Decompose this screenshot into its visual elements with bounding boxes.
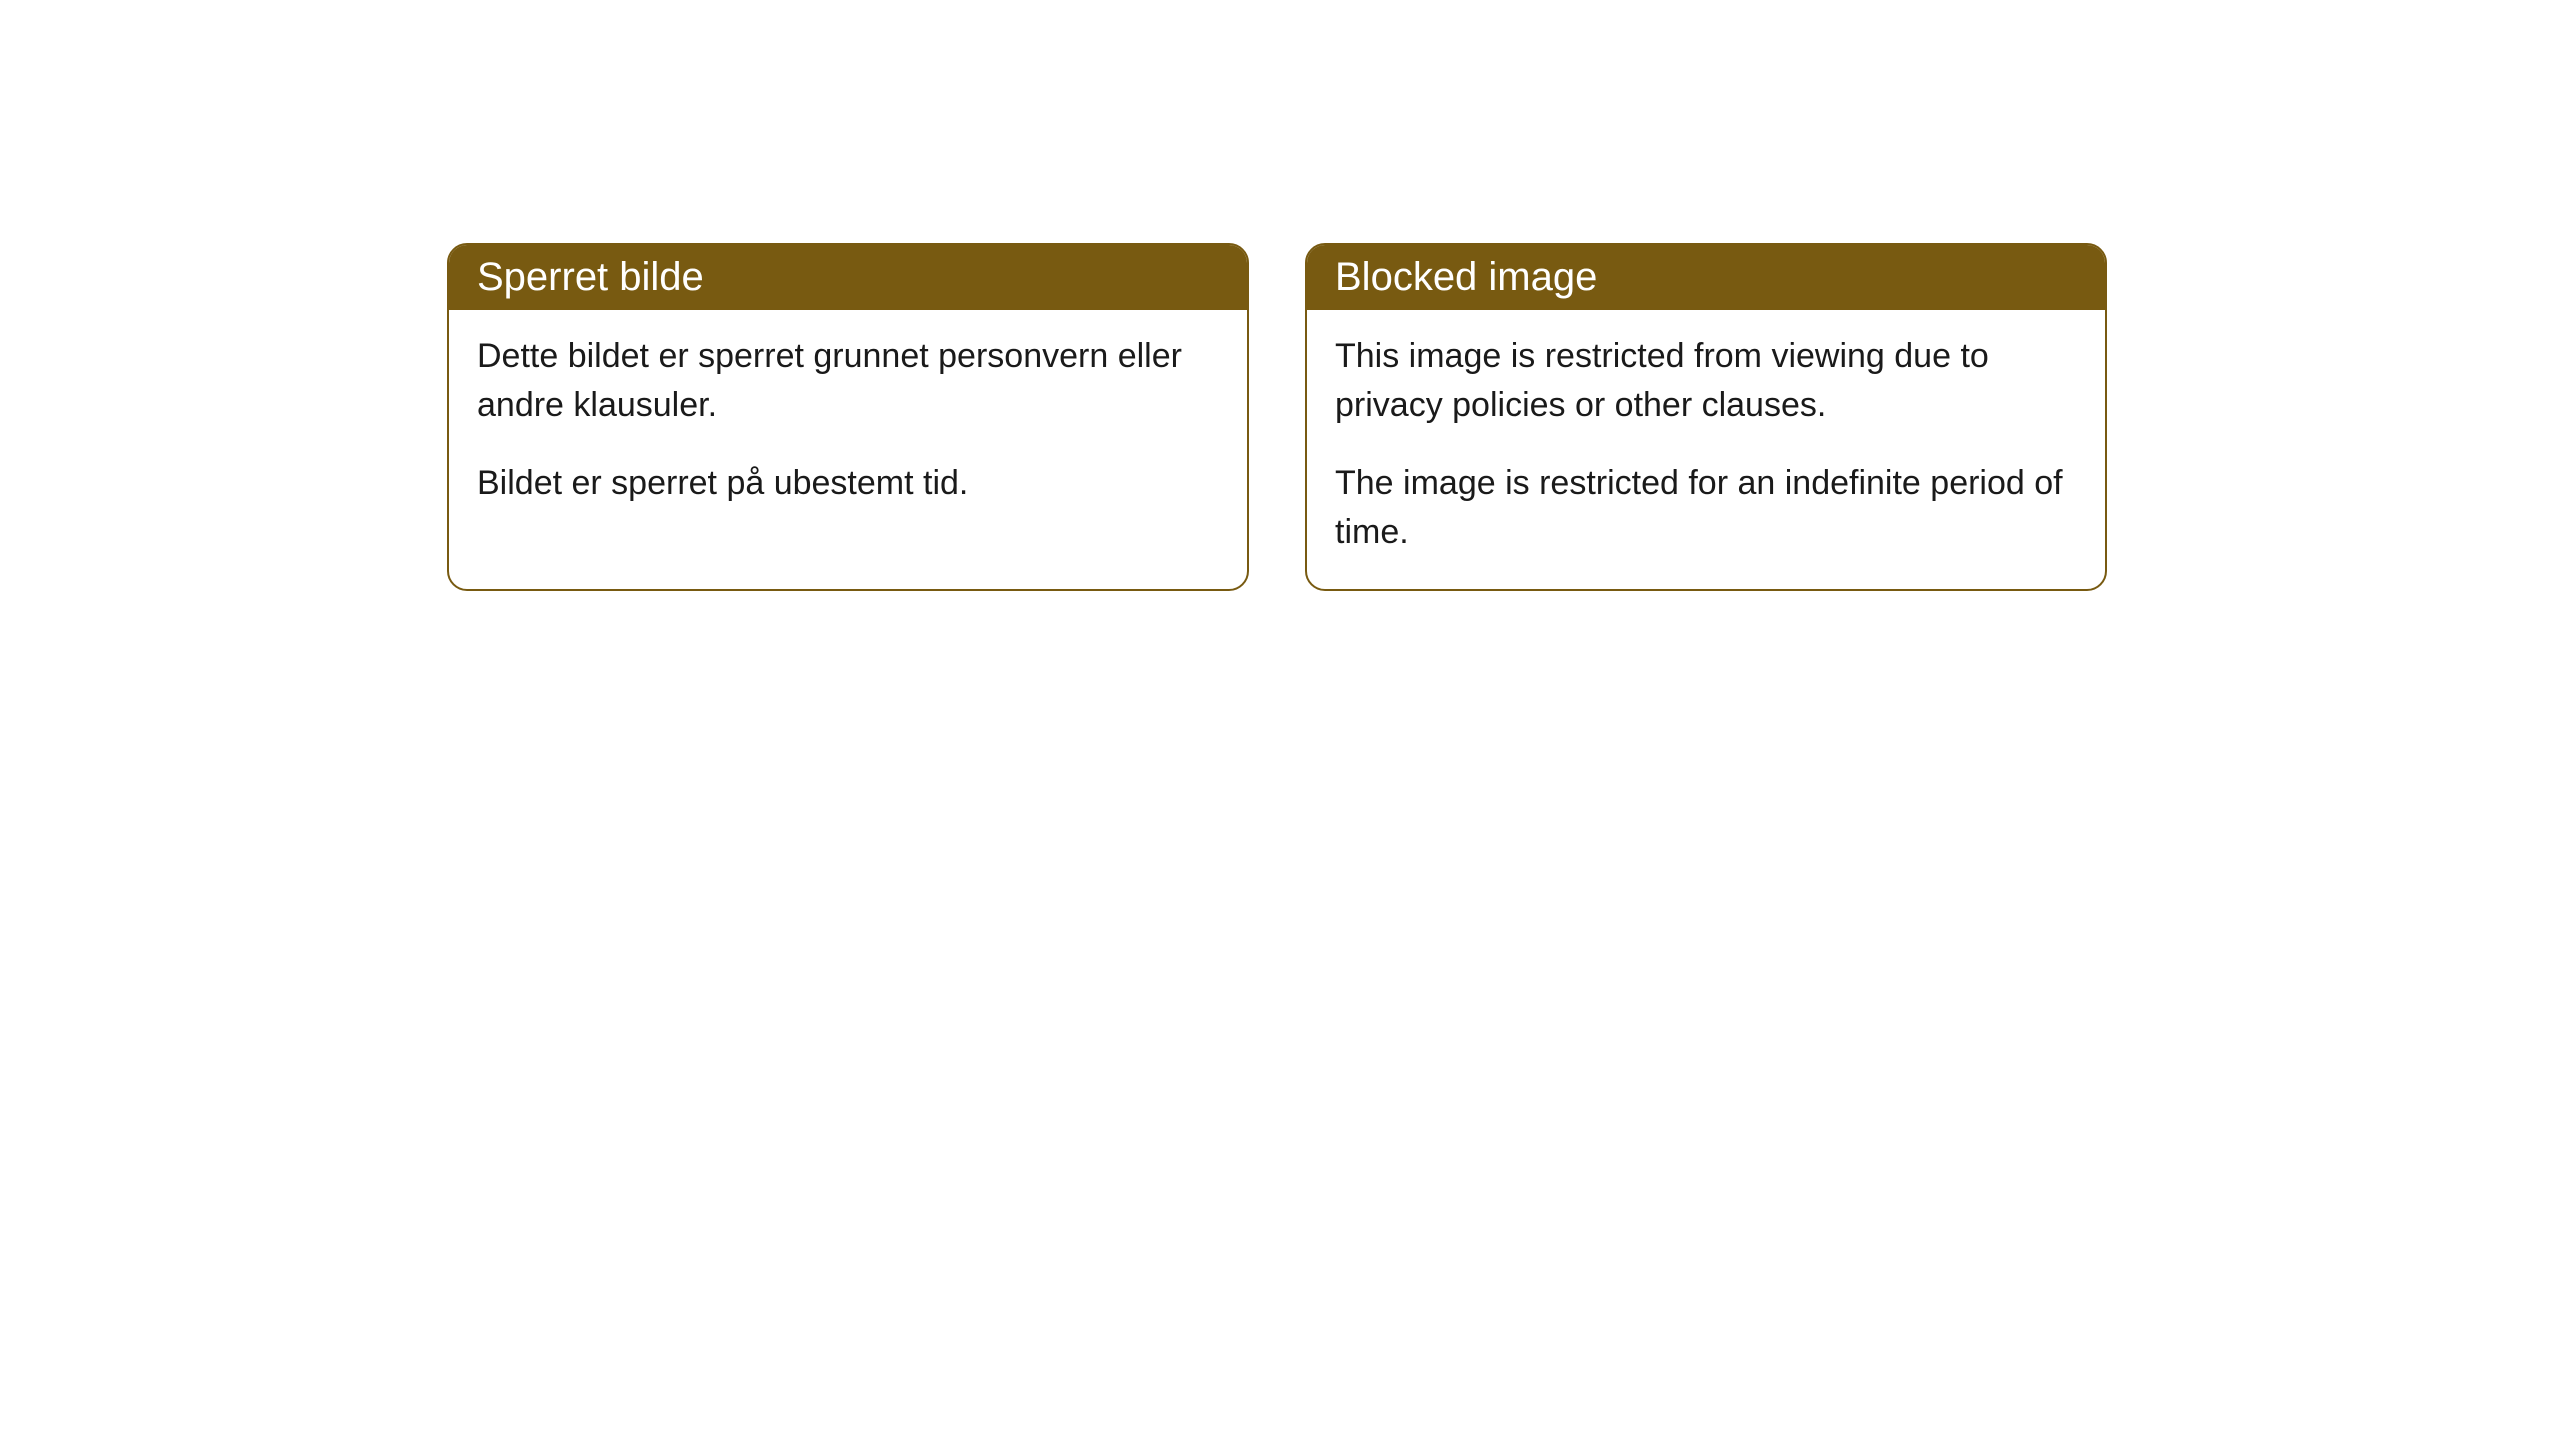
card-paragraph: This image is restricted from viewing du… [1335,332,2077,431]
card-body: Dette bildet er sperret grunnet personve… [449,310,1247,540]
card-title: Blocked image [1335,255,1597,299]
blocked-image-card-english: Blocked image This image is restricted f… [1305,243,2107,591]
card-body: This image is restricted from viewing du… [1307,310,2105,589]
blocked-image-card-norwegian: Sperret bilde Dette bildet er sperret gr… [447,243,1249,591]
card-header: Sperret bilde [449,245,1247,310]
card-header: Blocked image [1307,245,2105,310]
cards-container: Sperret bilde Dette bildet er sperret gr… [447,243,2107,591]
card-paragraph: The image is restricted for an indefinit… [1335,459,2077,558]
card-title: Sperret bilde [477,255,704,299]
card-paragraph: Dette bildet er sperret grunnet personve… [477,332,1219,431]
card-paragraph: Bildet er sperret på ubestemt tid. [477,459,1219,508]
